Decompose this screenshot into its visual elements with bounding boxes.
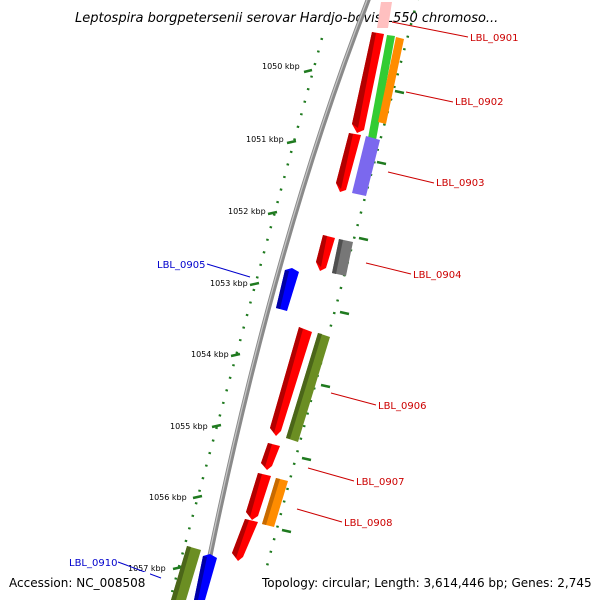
leader-line	[117, 561, 162, 579]
major-tick	[211, 423, 222, 429]
gene-label-lbl-0901[interactable]: LBL_0901	[470, 33, 518, 44]
gene-feature-orange-shade	[262, 478, 280, 525]
outer-major-tick	[281, 528, 292, 534]
gene-feature-blue-shade	[194, 556, 207, 600]
leader-line	[307, 467, 355, 482]
map-title: Leptospira borgpetersenii serovar Hardjo…	[75, 11, 498, 26]
tick-label: 1057 kbp	[128, 564, 166, 573]
gene-label-lbl-0904[interactable]: LBL_0904	[413, 270, 461, 281]
major-tick	[172, 565, 183, 571]
gene-feature-grey-shade	[332, 239, 343, 274]
tick-label: 1056 kbp	[149, 493, 187, 502]
gene-label-lbl-0902[interactable]: LBL_0902	[455, 97, 503, 108]
tick-label: 1050 kbp	[262, 62, 300, 71]
gene-feature-olive-shade	[286, 333, 322, 439]
leader-line	[405, 91, 454, 103]
tick-label: 1053 kbp	[210, 279, 248, 288]
gene-feature-pink[interactable]	[377, 2, 392, 28]
tick-label: 1055 kbp	[170, 422, 208, 431]
gene-feature-red-shade	[232, 519, 249, 558]
gene-feature-red-shade	[336, 133, 353, 189]
gene-label-lbl-0903[interactable]: LBL_0903	[436, 178, 484, 189]
gene-feature-red-shade	[261, 443, 272, 467]
tick-labels: 1050 kbp 1051 kbp 1052 kbp 1053 kbp 1054…	[128, 62, 300, 573]
major-tick	[267, 210, 278, 216]
gene-feature-orange[interactable]	[378, 37, 404, 124]
leader-line	[206, 263, 251, 278]
gene-label-lbl-0908[interactable]: LBL_0908	[344, 518, 392, 529]
gene-feature-blue-shade	[276, 270, 289, 309]
gene-feature-green[interactable]	[368, 35, 395, 140]
gene-label-lbl-0910[interactable]: LBL_0910	[69, 558, 117, 569]
backbone-line	[198, 0, 371, 600]
major-ticks	[172, 68, 405, 571]
leader-line	[387, 171, 435, 184]
tick-label: 1054 kbp	[191, 350, 229, 359]
major-tick	[303, 68, 313, 74]
leader-line	[296, 508, 343, 523]
major-tick	[192, 494, 203, 500]
gene-feature-red-shade	[316, 235, 327, 267]
major-tick	[230, 352, 241, 358]
accession-text: Accession: NC_008508	[9, 576, 145, 590]
gene-label-lbl-0905[interactable]: LBL_0905	[157, 260, 205, 271]
tick-label: 1052 kbp	[228, 207, 266, 216]
outer-major-tick	[394, 89, 405, 95]
outer-major-tick	[376, 160, 387, 166]
gene-features	[171, 2, 404, 600]
gene-label-lbl-0907[interactable]: LBL_0907	[356, 477, 404, 488]
backbone-highlight	[199, 0, 368, 600]
major-tick	[286, 139, 297, 145]
label-leaders	[117, 21, 469, 579]
gene-feature-red-shade	[352, 32, 376, 128]
gene-feature-red-shade	[270, 327, 303, 433]
tick-label: 1051 kbp	[246, 135, 284, 144]
leader-line	[330, 392, 377, 406]
backbone	[198, 0, 371, 600]
outer-major-tick	[358, 236, 369, 242]
leader-line	[365, 262, 412, 275]
major-tick	[249, 281, 260, 287]
gene-label-lbl-0906[interactable]: LBL_0906	[378, 401, 426, 412]
footer-topology-bg	[258, 572, 598, 592]
leader-line	[391, 21, 469, 38]
inner-tick-ring	[168, 37, 324, 600]
topology-text: Topology: circular; Length: 3,614,446 bp…	[261, 576, 592, 590]
gene-feature-purple[interactable]	[352, 136, 380, 196]
gene-labels: LBL_0901 LBL_0902 LBL_0903 LBL_0904 LBL_…	[69, 33, 518, 569]
footer-accession-bg	[4, 572, 150, 592]
gene-feature-red-shade	[246, 473, 262, 517]
outer-major-tick	[301, 456, 312, 462]
outer-major-tick	[339, 310, 350, 316]
gene-feature-olive-shade	[171, 546, 191, 600]
outer-major-tick	[320, 383, 331, 389]
